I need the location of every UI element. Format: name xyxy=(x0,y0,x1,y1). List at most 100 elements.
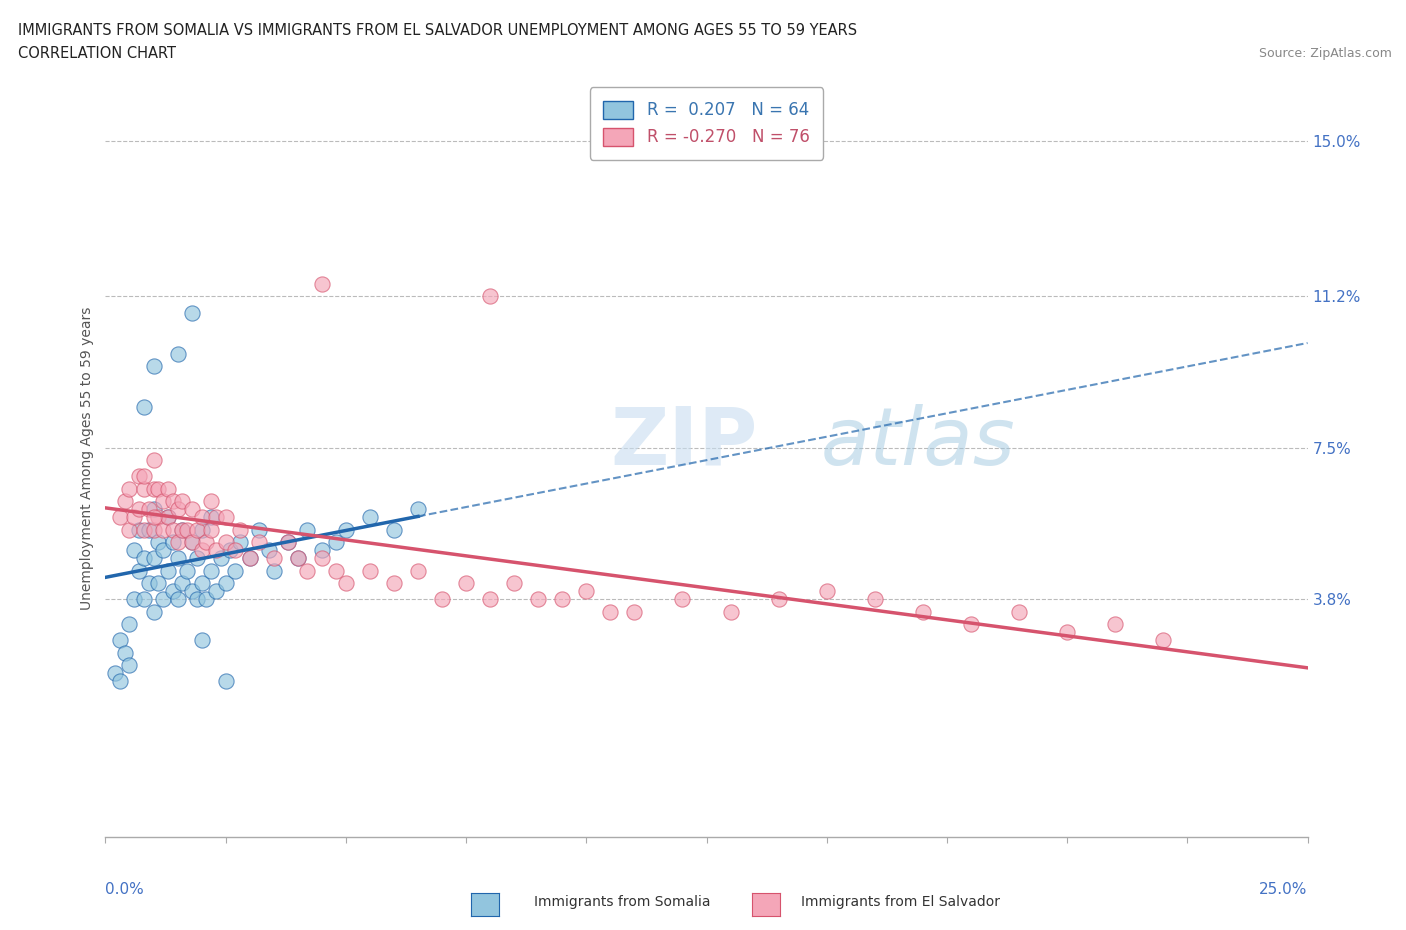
Point xyxy=(128,564,150,578)
Point xyxy=(311,543,333,558)
Point xyxy=(209,551,232,565)
Point xyxy=(599,604,621,619)
Point xyxy=(128,523,150,538)
Point xyxy=(162,535,184,550)
Point xyxy=(162,494,184,509)
Point xyxy=(142,551,165,565)
Point xyxy=(172,523,194,538)
Point xyxy=(108,510,131,525)
Point xyxy=(108,674,131,689)
Text: 0.0%: 0.0% xyxy=(105,883,145,897)
Point xyxy=(454,576,477,591)
Y-axis label: Unemployment Among Ages 55 to 59 years: Unemployment Among Ages 55 to 59 years xyxy=(80,306,94,610)
Point xyxy=(430,591,453,606)
Point xyxy=(263,564,285,578)
Point xyxy=(911,604,934,619)
Point xyxy=(166,551,188,565)
Point xyxy=(297,523,319,538)
Point xyxy=(257,543,280,558)
Point xyxy=(406,564,429,578)
Point xyxy=(148,482,170,497)
Point xyxy=(623,604,645,619)
Point xyxy=(104,666,127,681)
Point xyxy=(176,564,198,578)
Point xyxy=(156,510,179,525)
Point xyxy=(152,494,174,509)
Point xyxy=(108,633,131,648)
Point xyxy=(527,591,550,606)
Point xyxy=(142,502,165,517)
Point xyxy=(214,535,236,550)
Point xyxy=(132,399,155,414)
Point xyxy=(325,535,347,550)
Point xyxy=(297,564,319,578)
Point xyxy=(132,469,155,484)
Point xyxy=(148,576,170,591)
Text: Source: ZipAtlas.com: Source: ZipAtlas.com xyxy=(1258,46,1392,60)
Point xyxy=(190,523,212,538)
Point xyxy=(815,584,838,599)
Point xyxy=(335,576,357,591)
Point xyxy=(575,584,598,599)
Point xyxy=(1008,604,1031,619)
Point xyxy=(214,510,236,525)
Point xyxy=(181,305,204,320)
Point xyxy=(195,535,218,550)
Point xyxy=(156,482,179,497)
Point xyxy=(200,494,222,509)
Point xyxy=(166,591,188,606)
Point xyxy=(1056,625,1078,640)
Point xyxy=(720,604,742,619)
Point xyxy=(142,482,165,497)
Point xyxy=(172,576,194,591)
Point xyxy=(863,591,886,606)
Point xyxy=(551,591,574,606)
Point xyxy=(205,584,228,599)
Point xyxy=(152,523,174,538)
Point xyxy=(229,535,252,550)
Point xyxy=(325,564,347,578)
Point xyxy=(142,358,165,373)
Point xyxy=(479,288,502,303)
Point xyxy=(960,617,983,631)
Point xyxy=(277,535,299,550)
Point xyxy=(311,551,333,565)
Point xyxy=(132,551,155,565)
Point xyxy=(382,523,405,538)
Point xyxy=(186,523,208,538)
Point xyxy=(239,551,262,565)
Point xyxy=(124,591,146,606)
Point xyxy=(205,543,228,558)
Point xyxy=(186,591,208,606)
Point xyxy=(142,453,165,468)
Point xyxy=(263,551,285,565)
Point xyxy=(195,591,218,606)
Point xyxy=(166,502,188,517)
Point xyxy=(186,551,208,565)
Point xyxy=(247,523,270,538)
Point xyxy=(219,543,242,558)
Point xyxy=(128,469,150,484)
Point xyxy=(359,564,381,578)
Point xyxy=(503,576,526,591)
Point xyxy=(156,510,179,525)
Text: ZIP: ZIP xyxy=(610,404,758,482)
Point xyxy=(156,564,179,578)
Text: CORRELATION CHART: CORRELATION CHART xyxy=(18,46,176,61)
Point xyxy=(277,535,299,550)
Text: 25.0%: 25.0% xyxy=(1260,883,1308,897)
Text: Immigrants from El Salvador: Immigrants from El Salvador xyxy=(801,895,1001,910)
Point xyxy=(162,584,184,599)
Text: atlas: atlas xyxy=(821,404,1015,482)
Point xyxy=(1152,633,1174,648)
Point xyxy=(114,494,136,509)
Point xyxy=(162,523,184,538)
Point xyxy=(166,346,188,361)
Point xyxy=(190,543,212,558)
Point xyxy=(311,276,333,291)
Point xyxy=(335,523,357,538)
Point xyxy=(200,510,222,525)
Point xyxy=(128,502,150,517)
Point xyxy=(138,523,160,538)
Point xyxy=(479,591,502,606)
